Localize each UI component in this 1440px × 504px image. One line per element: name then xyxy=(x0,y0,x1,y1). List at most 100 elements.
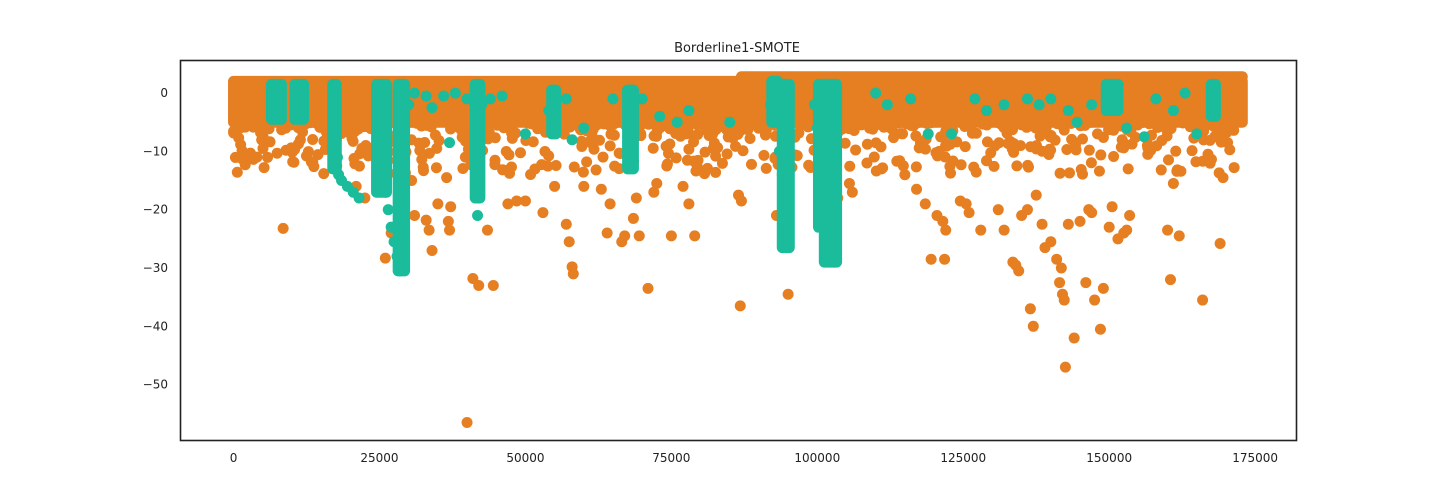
data-point xyxy=(782,288,794,300)
fringe-point xyxy=(802,121,814,133)
fringe-point xyxy=(1054,167,1066,179)
spike-cluster xyxy=(818,78,843,268)
chart-title: Borderline1-SMOTE xyxy=(674,41,800,56)
fringe-point xyxy=(1122,163,1134,175)
data-point xyxy=(1024,303,1036,315)
fringe-point xyxy=(758,149,770,161)
fringe-point xyxy=(664,123,676,135)
fringe-point xyxy=(314,121,326,133)
fringe-point xyxy=(417,161,429,173)
fringe-point xyxy=(712,142,724,154)
data-point xyxy=(846,186,858,198)
data-point xyxy=(1217,172,1229,184)
fringe-point xyxy=(1008,146,1020,158)
fringe-point xyxy=(1021,121,1033,133)
data-point xyxy=(1086,99,1098,111)
fringe-point xyxy=(1083,144,1095,156)
fringe-point xyxy=(949,116,961,128)
data-point xyxy=(1097,282,1109,294)
x-tick-label: 25000 xyxy=(360,451,398,465)
data-point xyxy=(476,99,488,111)
fringe-point xyxy=(489,159,501,171)
data-point xyxy=(376,175,388,187)
fringe-point xyxy=(1215,136,1227,148)
fringe-point xyxy=(1142,140,1154,152)
data-point xyxy=(992,204,1004,216)
fringe-point xyxy=(586,129,598,141)
data-point xyxy=(420,90,432,102)
fringe-point xyxy=(598,118,610,130)
data-point xyxy=(563,236,575,248)
fringe-point xyxy=(959,141,971,153)
fringe-point xyxy=(910,130,922,142)
fringe-point xyxy=(235,139,247,151)
data-point xyxy=(426,245,438,256)
fringe-point xyxy=(1205,153,1217,165)
fringe-point xyxy=(255,127,267,139)
data-point xyxy=(1173,230,1185,242)
data-point xyxy=(560,93,572,105)
data-point xyxy=(382,204,394,216)
x-tick-label: 75000 xyxy=(652,451,690,465)
data-point xyxy=(403,99,415,111)
data-point xyxy=(876,163,888,175)
spike-cluster xyxy=(392,78,411,277)
fringe-point xyxy=(1095,149,1107,161)
data-point xyxy=(578,122,590,134)
fringe-point xyxy=(514,147,526,159)
fringe-point xyxy=(1126,138,1138,150)
fringe-point xyxy=(691,118,703,130)
data-point xyxy=(919,198,931,210)
fringe-point xyxy=(502,117,514,129)
data-point xyxy=(1045,236,1057,248)
fringe-point xyxy=(1151,140,1163,152)
dense-band-edge xyxy=(735,71,1248,83)
fringe-point xyxy=(875,141,887,153)
data-point xyxy=(549,110,561,122)
data-point xyxy=(328,99,340,111)
data-point xyxy=(372,99,384,111)
data-point xyxy=(277,222,289,234)
fringe-point xyxy=(710,150,722,162)
points-layer xyxy=(228,71,1248,429)
data-point xyxy=(484,93,496,105)
x-axis: 0 25000 50000 75000 100000 125000 150000 175000 xyxy=(230,451,1278,465)
fringe-point xyxy=(231,166,243,178)
data-point xyxy=(1121,122,1133,134)
fringe-point xyxy=(1002,137,1014,149)
fringe-point xyxy=(844,160,856,172)
data-point xyxy=(642,282,654,294)
data-point xyxy=(776,169,788,181)
fringe-point xyxy=(721,148,733,160)
y-tick-label: −30 xyxy=(143,261,168,275)
data-point xyxy=(1068,332,1080,344)
data-point xyxy=(379,252,391,264)
data-point xyxy=(689,230,701,242)
fringe-point xyxy=(307,133,319,145)
data-point xyxy=(330,134,342,146)
data-point xyxy=(1138,131,1150,143)
fringe-point xyxy=(1224,144,1236,156)
fringe-point xyxy=(348,152,360,164)
data-point xyxy=(502,198,514,210)
fringe-point xyxy=(460,116,472,128)
data-point xyxy=(242,151,254,163)
fringe-point xyxy=(608,129,620,141)
data-point xyxy=(724,116,736,128)
data-point xyxy=(981,105,993,117)
data-point xyxy=(379,186,391,198)
data-point xyxy=(1167,177,1179,189)
data-point xyxy=(388,236,400,248)
fringe-point xyxy=(1044,143,1056,155)
data-point xyxy=(329,116,341,128)
fringe-point xyxy=(577,166,589,178)
fringe-point xyxy=(850,144,862,156)
data-point xyxy=(1055,262,1067,274)
fringe-point xyxy=(1204,134,1216,146)
data-point xyxy=(811,122,823,134)
fringe-point xyxy=(590,164,602,176)
data-point xyxy=(1179,87,1191,99)
data-point xyxy=(301,150,313,162)
data-point xyxy=(1045,93,1057,105)
data-point xyxy=(940,224,952,236)
